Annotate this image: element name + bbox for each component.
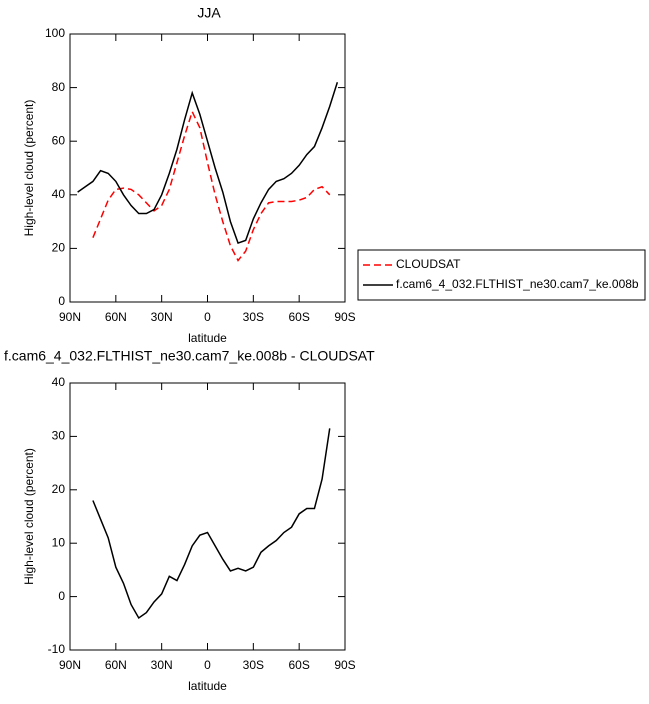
- x-tick-label: 90S: [334, 310, 355, 324]
- x-tick-label: 60S: [288, 658, 309, 672]
- y-tick-label: 40: [52, 375, 66, 389]
- data-line: [92, 428, 331, 620]
- y-tick-label: 10: [52, 535, 66, 549]
- y-tick-label: 60: [52, 133, 66, 147]
- y-tick-label: 0: [58, 589, 65, 603]
- chart-title: JJA: [197, 5, 221, 21]
- x-tick-label: 60N: [105, 658, 127, 672]
- data-line: [77, 82, 339, 244]
- x-tick-label: 90N: [59, 310, 81, 324]
- x-tick-label: 0: [204, 658, 211, 672]
- x-tick-label: 60N: [105, 310, 127, 324]
- y-axis-label: High-level cloud (percent): [22, 448, 36, 585]
- x-tick-label: 30N: [151, 310, 173, 324]
- y-tick-label: 0: [58, 294, 65, 308]
- y-tick-label: -10: [48, 642, 66, 656]
- x-tick-label: 30S: [243, 658, 264, 672]
- x-tick-label: 90S: [334, 658, 355, 672]
- data-line: [92, 109, 331, 262]
- x-axis-label: latitude: [188, 331, 227, 345]
- x-tick-label: 30S: [243, 310, 264, 324]
- chart-title: f.cam6_4_032.FLTHIST_ne30.cam7_ke.008b -…: [4, 348, 375, 364]
- x-tick-label: 90N: [59, 658, 81, 672]
- plot-frame: [69, 382, 346, 651]
- y-tick-label: 40: [52, 187, 66, 201]
- y-axis-label: High-level cloud (percent): [22, 100, 36, 237]
- plot-frame: [69, 33, 346, 303]
- legend-label: CLOUDSAT: [396, 257, 461, 271]
- legend-label: f.cam6_4_032.FLTHIST_ne30.cam7_ke.008b: [396, 277, 639, 291]
- x-tick-label: 30N: [151, 658, 173, 672]
- y-tick-label: 30: [52, 429, 66, 443]
- legend-box: [357, 249, 646, 301]
- x-tick-label: 60S: [288, 310, 309, 324]
- y-tick-label: 80: [52, 80, 66, 94]
- y-tick-label: 20: [52, 482, 66, 496]
- x-tick-label: 0: [204, 310, 211, 324]
- y-tick-label: 100: [45, 26, 65, 40]
- y-tick-label: 20: [52, 241, 66, 255]
- x-axis-label: latitude: [188, 679, 227, 693]
